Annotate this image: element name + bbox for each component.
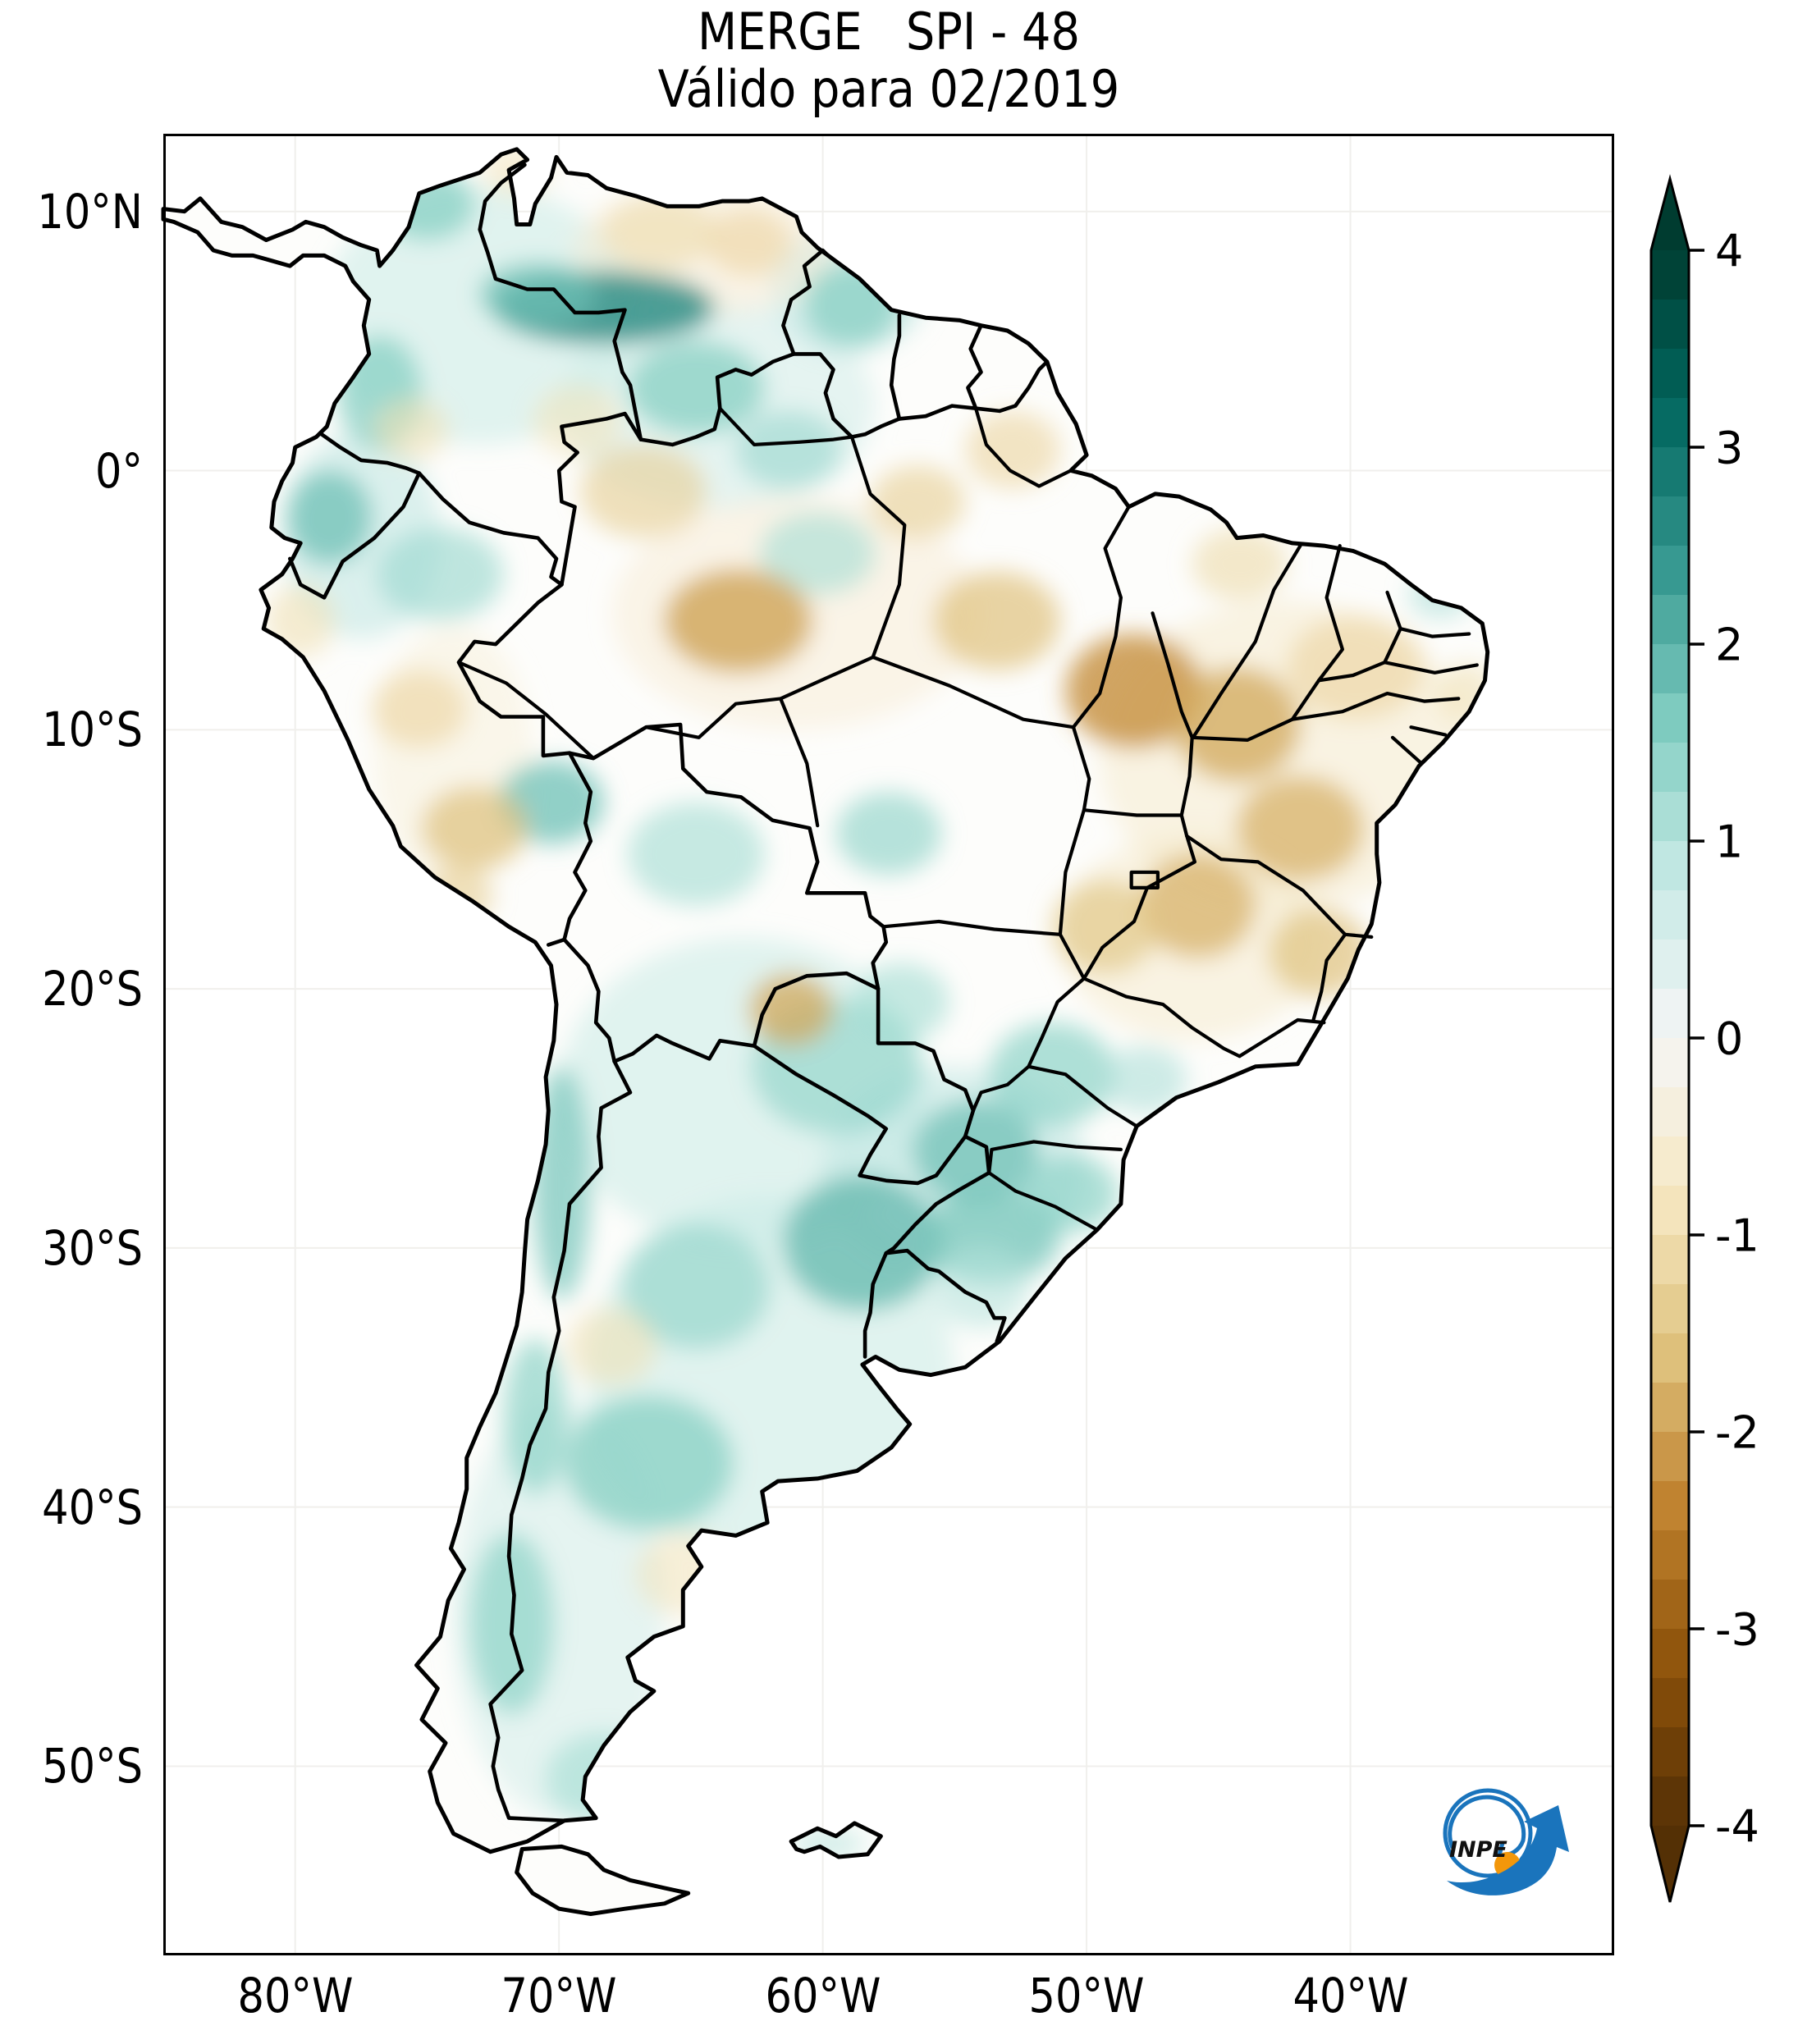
colorbar-tick-label: -3 <box>1715 1603 1759 1655</box>
lon-tick-label: 70°W <box>501 1968 617 2023</box>
country-borders <box>288 162 1050 1823</box>
lat-tick-label: 20°S <box>42 961 143 1017</box>
lon-tick-label: 80°W <box>237 1968 354 2023</box>
logo-swoosh-arrow <box>1447 1805 1569 1895</box>
colorbar-tick-label: 0 <box>1715 1013 1743 1064</box>
state-borders <box>456 406 1479 1232</box>
colorbar-tick-label: -2 <box>1715 1406 1759 1458</box>
colorbar-extend-min <box>1651 1826 1689 1902</box>
title-line2: Válido para 02/2019 <box>657 59 1120 119</box>
inpe-logo: INPE <box>1443 1788 1569 1895</box>
coastline <box>161 147 1490 1916</box>
map-plot <box>161 134 1614 1955</box>
lon-tick-label: 60°W <box>765 1968 881 2023</box>
colorbar-tick-label: 4 <box>1715 225 1743 277</box>
lon-tick-label: 40°W <box>1292 1968 1408 2023</box>
colorbar-gradient <box>1651 250 1689 1826</box>
colorbar: 4 3 2 1 0 -1 -2 -3 -4 <box>1649 174 1759 1903</box>
title-line1: MERGE SPI - 48 <box>697 2 1081 62</box>
plot-frame <box>163 134 1614 1955</box>
colorbar-tick-label: 3 <box>1715 422 1743 473</box>
logo-text: INPE <box>1449 1837 1507 1863</box>
lat-tick-label: 10°S <box>42 702 143 758</box>
colorbar-tick-label: -1 <box>1715 1209 1759 1261</box>
lat-tick-label: 40°S <box>42 1479 143 1535</box>
lat-tick-label: 10°N <box>37 183 144 240</box>
colorbar-tick-label: 2 <box>1715 619 1743 670</box>
lat-tick-label: 30°S <box>42 1219 143 1276</box>
colorbar-tick-label: -4 <box>1715 1800 1759 1852</box>
colorbar-extend-max <box>1651 179 1689 250</box>
logo-spiral-arrow <box>1448 1795 1526 1858</box>
lat-tick-label: 0° <box>95 442 143 499</box>
lat-tick-label: 50°S <box>42 1738 143 1795</box>
colorbar-tick-label: 1 <box>1715 816 1743 867</box>
lon-tick-label: 50°W <box>1028 1968 1145 2023</box>
